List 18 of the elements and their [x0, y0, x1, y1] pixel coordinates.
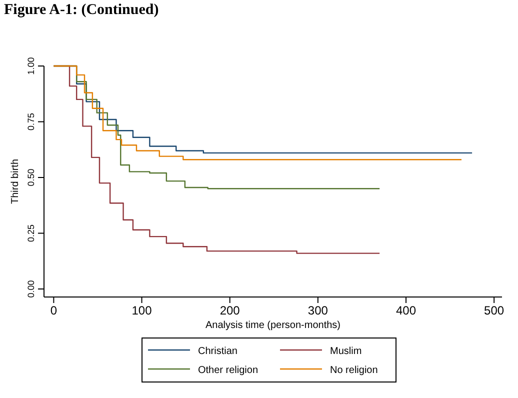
y-tick-label: 0.50: [26, 168, 36, 186]
x-tick-label: 100: [132, 304, 152, 318]
x-tick-label: 400: [396, 304, 416, 318]
legend-label: Christian: [198, 346, 238, 357]
y-tick-label: 0.75: [26, 112, 36, 131]
x-tick-label: 300: [308, 304, 328, 318]
legend-label: Muslim: [330, 346, 362, 357]
y-tick-label: 0.25: [26, 224, 36, 242]
x-tick-label: 0: [50, 304, 58, 318]
y-axis-title: Third birth: [10, 158, 21, 204]
x-tick-label: 500: [484, 304, 504, 318]
legend-label: No religion: [330, 365, 378, 376]
y-tick-label: 0.00: [26, 280, 36, 298]
y-tick-label: 1.00: [26, 57, 36, 75]
legend-label: Other religion: [198, 365, 258, 376]
chart-title: Figure A-1: (Continued): [4, 2, 159, 18]
x-tick-label: 200: [220, 304, 240, 318]
x-axis-title: Analysis time (person-months): [205, 320, 341, 331]
